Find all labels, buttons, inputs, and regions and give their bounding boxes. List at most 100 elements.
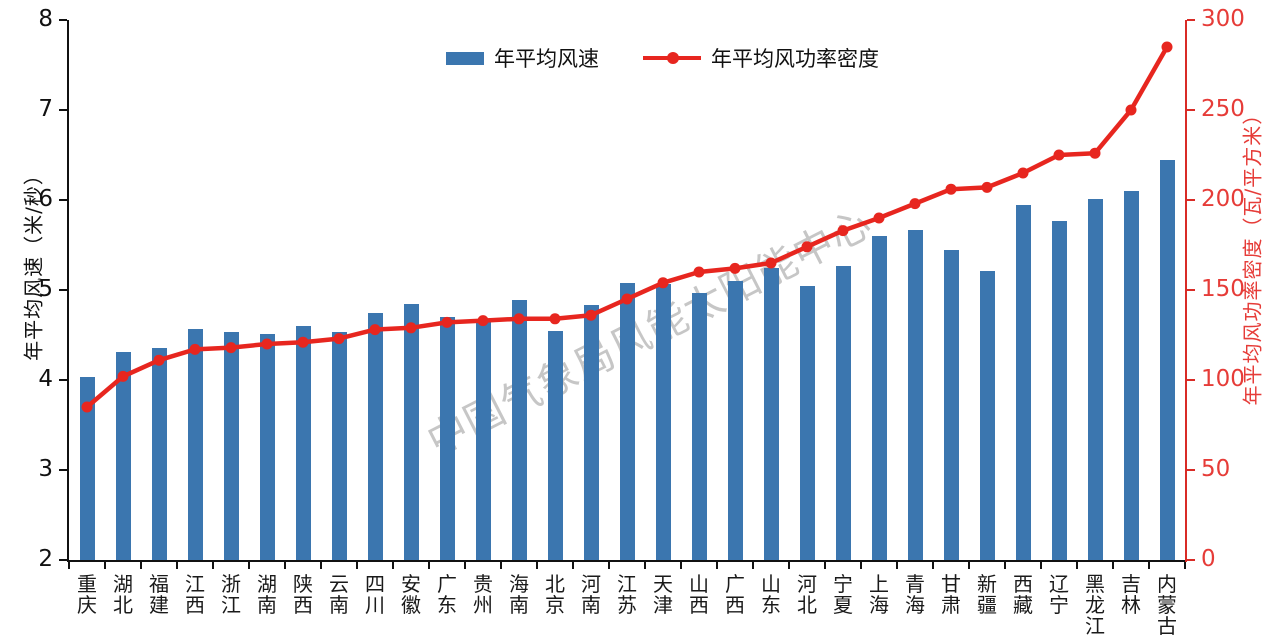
density-point <box>837 225 849 237</box>
left-axis-tick <box>59 559 67 561</box>
density-point <box>441 316 453 328</box>
x-axis-category-label: 福 建 <box>149 572 169 617</box>
right-axis-tick-label: 150 <box>1201 276 1245 302</box>
wind-speed-bar <box>799 285 815 560</box>
density-point <box>873 212 885 224</box>
left-axis-tick <box>59 469 67 471</box>
right-axis-tick <box>1187 109 1195 111</box>
density-point <box>909 198 921 210</box>
wind-speed-bar <box>1159 159 1175 560</box>
density-point <box>1017 167 1029 179</box>
x-axis-category-label: 上 海 <box>869 572 889 617</box>
x-axis-tick <box>464 562 466 569</box>
x-axis-category-label: 陕 西 <box>293 572 313 617</box>
density-point <box>189 343 201 355</box>
x-axis-tick <box>1076 562 1078 569</box>
density-point <box>297 336 309 348</box>
wind-speed-bar <box>295 326 311 560</box>
line-series-dot-icon <box>667 52 679 64</box>
x-axis-category-label: 广 东 <box>437 572 457 617</box>
x-axis-category-label: 甘 肃 <box>941 572 961 617</box>
density-point <box>1125 104 1137 116</box>
density-point <box>1161 41 1173 53</box>
density-line <box>85 45 1169 409</box>
x-axis-tick <box>608 562 610 569</box>
x-axis-tick <box>140 562 142 569</box>
right-axis-tick-label: 0 <box>1201 546 1216 572</box>
left-axis-tick <box>59 379 67 381</box>
density-point <box>369 324 381 336</box>
x-axis-tick <box>968 562 970 569</box>
x-axis-category-label: 海 南 <box>509 572 529 617</box>
density-point <box>765 257 777 269</box>
left-axis-line <box>67 20 69 562</box>
right-axis-tick <box>1187 379 1195 381</box>
left-axis-tick <box>59 109 67 111</box>
right-axis-tick-label: 100 <box>1201 366 1245 392</box>
density-point <box>657 277 669 289</box>
right-axis-tick-label: 300 <box>1201 6 1245 32</box>
x-axis-tick <box>1004 562 1006 569</box>
wind-speed-bar <box>655 283 671 560</box>
density-point <box>693 266 705 278</box>
x-axis-tick <box>1184 562 1186 569</box>
density-point <box>117 370 129 382</box>
line-series-swatch-icon <box>643 52 701 64</box>
x-axis-tick <box>356 562 358 569</box>
x-axis-tick <box>572 562 574 569</box>
chart-legend: 年平均风速 年平均风功率密度 <box>446 44 923 72</box>
x-axis-tick <box>392 562 394 569</box>
x-axis-tick <box>644 562 646 569</box>
wind-speed-bar <box>583 305 599 560</box>
x-axis-category-label: 北 京 <box>545 572 565 617</box>
x-axis-category-label: 湖 北 <box>113 572 133 617</box>
x-axis-tick <box>68 562 70 569</box>
x-axis-tick <box>500 562 502 569</box>
x-axis-category-label: 江 苏 <box>617 572 637 617</box>
x-axis-tick <box>896 562 898 569</box>
left-axis-tick-label: 3 <box>38 456 53 482</box>
density-point <box>981 181 993 193</box>
density-point <box>405 322 417 334</box>
density-point <box>549 313 561 325</box>
x-axis-category-label: 山 西 <box>689 572 709 617</box>
x-axis-tick <box>1040 562 1042 569</box>
x-axis-category-label: 江 西 <box>185 572 205 617</box>
density-point <box>81 401 93 413</box>
wind-speed-bar <box>223 332 239 560</box>
x-axis-tick <box>536 562 538 569</box>
wind-speed-bar <box>439 317 455 560</box>
legend-item-wind-speed: 年平均风速 <box>446 43 599 73</box>
right-axis-tick-label: 200 <box>1201 186 1245 212</box>
x-axis-category-label: 吉 林 <box>1121 572 1141 617</box>
x-axis-tick <box>788 562 790 569</box>
x-axis-category-label: 宁 夏 <box>833 572 853 617</box>
density-point <box>153 354 165 366</box>
density-point <box>1053 149 1065 161</box>
x-axis-category-label: 黑 龙 江 <box>1085 572 1105 638</box>
x-axis-tick <box>1148 562 1150 569</box>
wind-speed-bar <box>475 321 491 560</box>
wind-speed-bar <box>1087 199 1103 560</box>
left-axis-tick <box>59 289 67 291</box>
x-axis-category-label: 贵 州 <box>473 572 493 617</box>
x-axis-tick <box>428 562 430 569</box>
density-point <box>1089 147 1101 159</box>
wind-speed-bar <box>1123 191 1139 560</box>
x-axis-category-label: 新 疆 <box>977 572 997 617</box>
wind-speed-bar <box>1051 220 1067 560</box>
wind-speed-bar <box>79 377 95 560</box>
x-axis-category-label: 浙 江 <box>221 572 241 617</box>
right-axis-tick <box>1187 469 1195 471</box>
wind-speed-bar <box>187 328 203 560</box>
density-point <box>621 293 633 305</box>
wind-speed-bar <box>547 331 563 560</box>
legend-label: 年平均风功率密度 <box>711 47 879 71</box>
x-axis-tick <box>176 562 178 569</box>
density-point <box>477 315 489 327</box>
density-point <box>225 342 237 354</box>
wind-speed-bar <box>691 292 707 560</box>
right-axis-tick-label: 250 <box>1201 96 1245 122</box>
